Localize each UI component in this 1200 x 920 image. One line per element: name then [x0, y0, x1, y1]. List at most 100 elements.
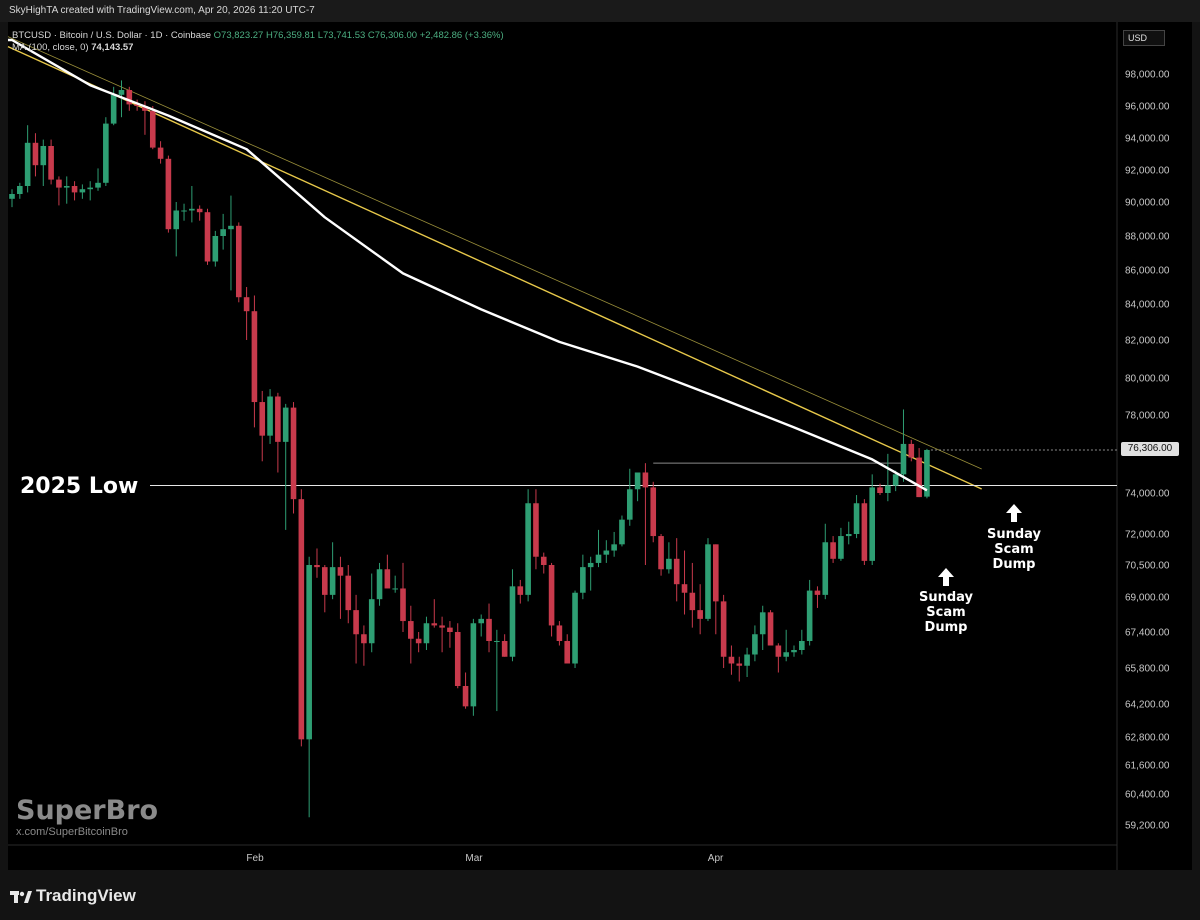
candle-body — [783, 652, 789, 657]
candle-body — [564, 641, 571, 664]
candle-body — [611, 544, 617, 551]
tradingview-icon — [10, 891, 32, 903]
y-tick-label: 84,000.00 — [1125, 300, 1170, 311]
tradingview-logo[interactable]: TradingView — [10, 886, 136, 906]
sunday-dump-annotation-2: Sunday Scam Dump — [982, 527, 1046, 572]
chart-caption: SkyHighTA created with TradingView.com, … — [9, 5, 315, 16]
currency-button[interactable]: USD — [1123, 30, 1165, 46]
watermark-url: x.com/SuperBitcoinBro — [16, 826, 128, 838]
chart-frame[interactable] — [8, 22, 1192, 870]
candle-body — [314, 565, 320, 568]
y-tick-label: 94,000.00 — [1125, 134, 1170, 145]
candle-body — [423, 623, 430, 644]
footer-bar — [0, 870, 1200, 920]
candle-body — [9, 194, 15, 199]
candle-body — [814, 590, 821, 595]
candle-body — [95, 182, 101, 188]
candle-body — [275, 396, 281, 442]
candle-body — [494, 641, 500, 642]
legend-high: H76,359.81 — [265, 30, 316, 41]
x-tick-label: Apr — [708, 853, 724, 864]
candle-body — [157, 147, 164, 159]
candle-body — [626, 489, 633, 520]
candle-body — [298, 499, 305, 740]
candle-body — [689, 592, 696, 611]
low-2025-label: 2025 Low — [20, 474, 139, 499]
y-tick-label: 78,000.00 — [1125, 411, 1170, 422]
dump1-line2: Scam — [926, 605, 966, 620]
candle-body — [462, 686, 469, 707]
ma-100-line — [8, 38, 928, 492]
candle-body — [87, 187, 93, 190]
candle-body — [752, 634, 758, 655]
last-price-tag: 76,306.00 — [1121, 442, 1179, 456]
dump1-line1: Sunday — [918, 590, 974, 605]
trendline-main — [7, 45, 982, 490]
candle-body — [470, 623, 477, 707]
candle-body — [345, 575, 352, 611]
candle-body — [17, 186, 23, 194]
dump2-line1: Sunday — [986, 527, 1042, 542]
candle-body — [720, 601, 727, 657]
candle-body — [48, 146, 54, 180]
y-tick-label: 86,000.00 — [1125, 266, 1170, 277]
y-tick-label: 64,200.00 — [1125, 700, 1170, 711]
candle-body — [431, 623, 438, 626]
candle-body — [556, 625, 563, 641]
y-tick-label: 88,000.00 — [1125, 232, 1170, 243]
candle-body — [71, 186, 78, 193]
y-tick-label: 69,000.00 — [1125, 593, 1170, 604]
candle-body — [587, 562, 594, 568]
candle-body — [243, 297, 250, 312]
candle-body — [220, 229, 226, 236]
candle-body — [877, 487, 883, 493]
candle-body — [673, 558, 680, 585]
candle-body — [142, 106, 148, 111]
candle-body — [744, 654, 750, 666]
candle-body — [830, 542, 836, 559]
candle-body — [173, 210, 180, 230]
candle-body — [861, 503, 868, 561]
candle-body — [595, 554, 602, 563]
candle-body — [251, 311, 258, 403]
candle-body — [619, 519, 625, 545]
candle-body — [63, 186, 70, 188]
candle-body — [212, 236, 219, 262]
candle-body — [126, 90, 133, 105]
candle-body — [361, 634, 367, 644]
candle-body — [134, 104, 140, 106]
candle-body — [103, 123, 109, 183]
candle-body — [650, 487, 657, 537]
candle-body — [189, 208, 195, 211]
candle-body — [533, 503, 539, 557]
tradingview-text: TradingView — [36, 886, 136, 905]
symbol-legend: BTCUSD · Bitcoin / U.S. Dollar · 1D · Co… — [12, 30, 504, 54]
candle-body — [501, 641, 508, 657]
candle-body — [447, 627, 453, 632]
candle-body — [806, 590, 813, 641]
watermark-name: SuperBro — [16, 795, 159, 826]
candle-body — [767, 612, 774, 646]
candle-body — [736, 663, 743, 666]
candle-body — [572, 592, 578, 664]
candle-body — [415, 638, 422, 644]
candle-body — [56, 179, 62, 188]
y-tick-label: 62,800.00 — [1125, 733, 1170, 744]
y-tick-label: 59,200.00 — [1125, 821, 1170, 832]
x-tick-label: Mar — [465, 853, 483, 864]
price-chart[interactable]: 98,000.00 96,000.00 94,000.00 92,000.00 90,0… — [0, 0, 1200, 870]
candle-body — [713, 544, 719, 602]
legend-change: +2,482.86 (+3.36%) — [419, 30, 504, 41]
candle-body — [228, 225, 234, 230]
candle-body — [486, 618, 492, 641]
candle-body — [908, 443, 915, 458]
candle-body — [400, 588, 406, 622]
candle-body — [149, 110, 156, 148]
candle-body — [603, 550, 610, 555]
candle-body — [580, 567, 586, 593]
candle-body — [759, 612, 766, 635]
candle-body — [885, 485, 891, 493]
y-tick-label: 80,000.00 — [1125, 374, 1170, 385]
y-tick-label: 65,800.00 — [1125, 664, 1170, 675]
y-tick-label: 92,000.00 — [1125, 166, 1170, 177]
